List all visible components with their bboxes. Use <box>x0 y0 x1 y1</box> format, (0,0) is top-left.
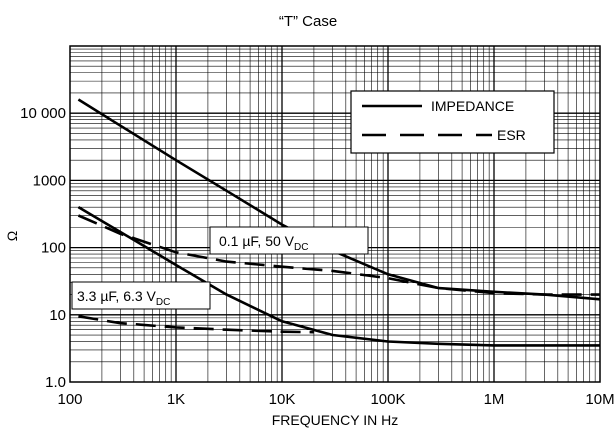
series-esr-3p3uf <box>78 315 314 334</box>
x-tick-label: 100K <box>370 391 405 408</box>
y-tick-label: 1.0 <box>45 374 66 391</box>
y-tick-labels: 1.0 10 100 1000 10 000 <box>20 105 66 391</box>
y-tick-label: 1000 <box>33 172 66 189</box>
x-tick-labels: 100 1K 10K 100K 1M 10M <box>57 391 614 408</box>
plot-frame <box>69 45 601 383</box>
svg-text:0.1 µF, 50 VDC: 0.1 µF, 50 VDC <box>219 233 308 253</box>
y-tick-label: 100 <box>41 240 66 257</box>
x-tick-label: 10M <box>585 391 614 408</box>
series-impedance-3p3uf <box>77 205 600 347</box>
annotation-0p1uf-text: 0.1 µF, 50 V <box>219 233 295 249</box>
y-tick-label: 10 000 <box>20 105 66 122</box>
annotation-0p1uf-sub: DC <box>294 242 308 253</box>
annotation-3p3uf-sub: DC <box>156 297 170 308</box>
legend: IMPEDANCE ESR <box>350 90 555 154</box>
annotation-3p3uf-text: 3.3 µF, 6.3 V <box>77 288 157 304</box>
x-tick-label: 1M <box>484 391 505 408</box>
y-tick-label: 10 <box>49 307 66 324</box>
series-esr-0p1uf <box>77 214 600 296</box>
annotation-3p3uf: 3.3 µF, 6.3 VDC <box>71 281 211 310</box>
annotation-3p3uf-box <box>71 281 211 310</box>
legend-box <box>350 90 555 154</box>
legend-esr-label: ESR <box>497 127 526 143</box>
chart-title: “T” Case <box>279 13 337 30</box>
annotation-0p1uf: 0.1 µF, 50 VDC <box>209 226 369 255</box>
y-axis-label: Ω <box>4 231 20 241</box>
x-tick-label: 100 <box>57 391 82 408</box>
annotation-0p1uf-box <box>209 226 369 255</box>
legend-impedance-label: IMPEDANCE <box>431 98 514 114</box>
svg-text:3.3 µF, 6.3 VDC: 3.3 µF, 6.3 VDC <box>77 288 170 308</box>
grid <box>70 46 600 382</box>
x-tick-label: 1K <box>167 391 185 408</box>
x-tick-label: 10K <box>269 391 296 408</box>
x-axis-label: FREQUENCY IN Hz <box>272 412 399 428</box>
